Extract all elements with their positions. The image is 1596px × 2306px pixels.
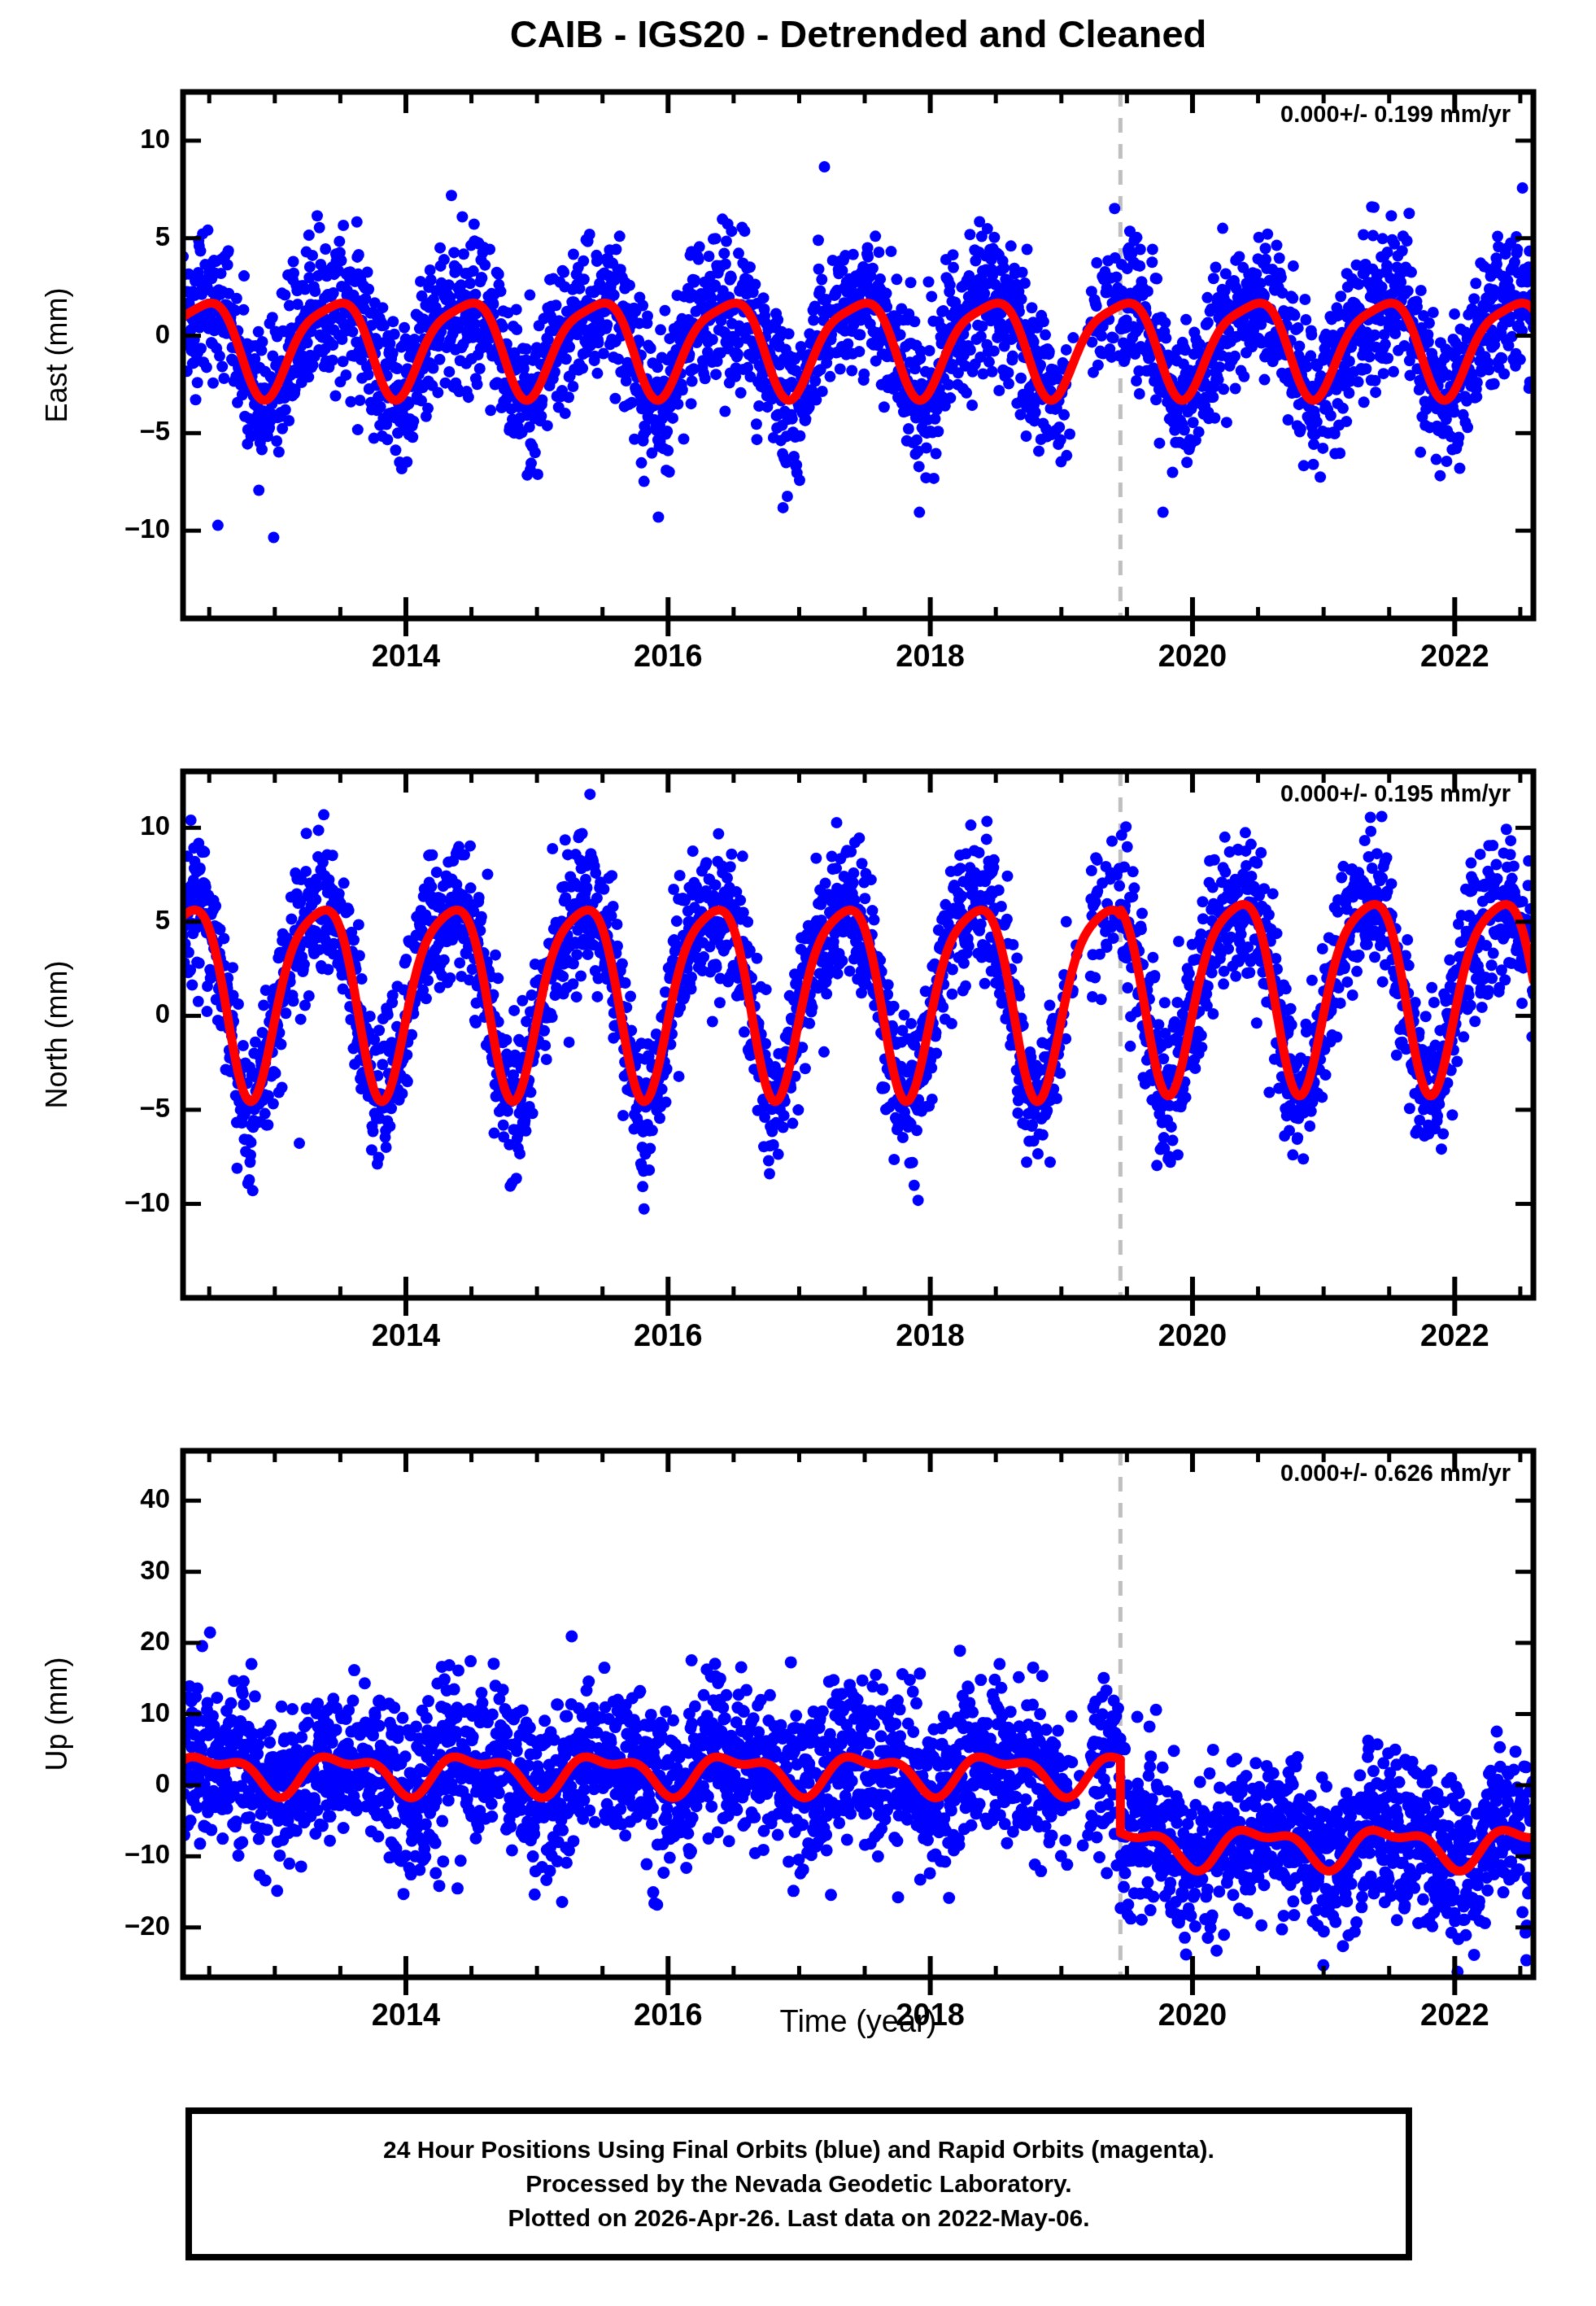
gps-timeseries-figure: CAIB - IGS20 - Detrended and Cleaned 0.0… <box>0 0 1596 2306</box>
timeseries-plot-canvas <box>0 0 1596 2306</box>
